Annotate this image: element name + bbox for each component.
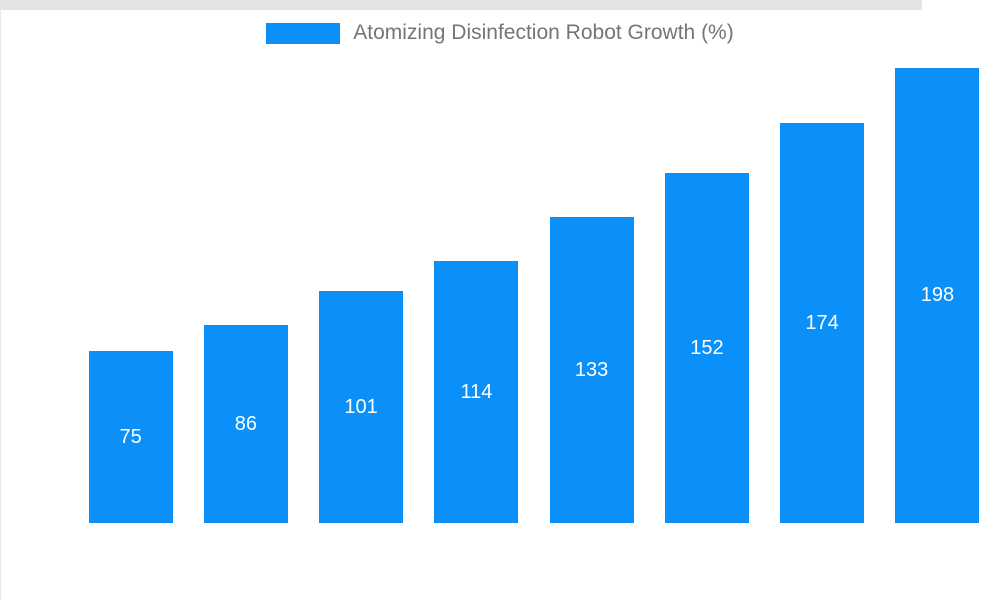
bar-2027-2028: 101 [319, 290, 404, 523]
bar-2030-2031: 152 [664, 173, 749, 523]
bar-2031-2032: 174 [780, 122, 865, 523]
legend-swatch [266, 22, 341, 44]
bar-value-label: 86 [234, 413, 258, 436]
y-gridline [0, 2, 922, 3]
bar-value-label: 198 [920, 284, 955, 307]
y-gridline [0, 3, 922, 4]
legend: Atomizing Disinfection Robot Growth (%) [0, 21, 1000, 45]
y-gridline [0, 4, 922, 5]
bar-2032-2033: 198 [895, 67, 980, 523]
y-gridline [0, 6, 922, 7]
x-gridline [0, 10, 1, 470]
legend-label: Atomizing Disinfection Robot Growth (%) [353, 21, 734, 44]
bar-value-label: 152 [690, 337, 724, 360]
y-gridline [0, 1, 922, 2]
bar-value-label: 133 [574, 359, 609, 382]
y-gridline [0, 5, 922, 6]
y-gridline [0, 8, 922, 9]
y-gridline [0, 0, 922, 1]
y-gridline [0, 7, 922, 8]
bar-value-label: 114 [460, 380, 493, 403]
bar-value-label: 75 [119, 425, 142, 448]
bar-value-label: 174 [805, 311, 839, 334]
bar-2028-2029: 114 [434, 260, 519, 523]
bar-2025-2026: 75 [88, 350, 173, 523]
bar-2026-2027: 86 [203, 325, 288, 523]
y-gridline [0, 9, 922, 10]
bar-2029-2030: 133 [549, 217, 634, 523]
bar-value-label: 101 [344, 395, 378, 418]
x-gridline [0, 470, 1, 600]
